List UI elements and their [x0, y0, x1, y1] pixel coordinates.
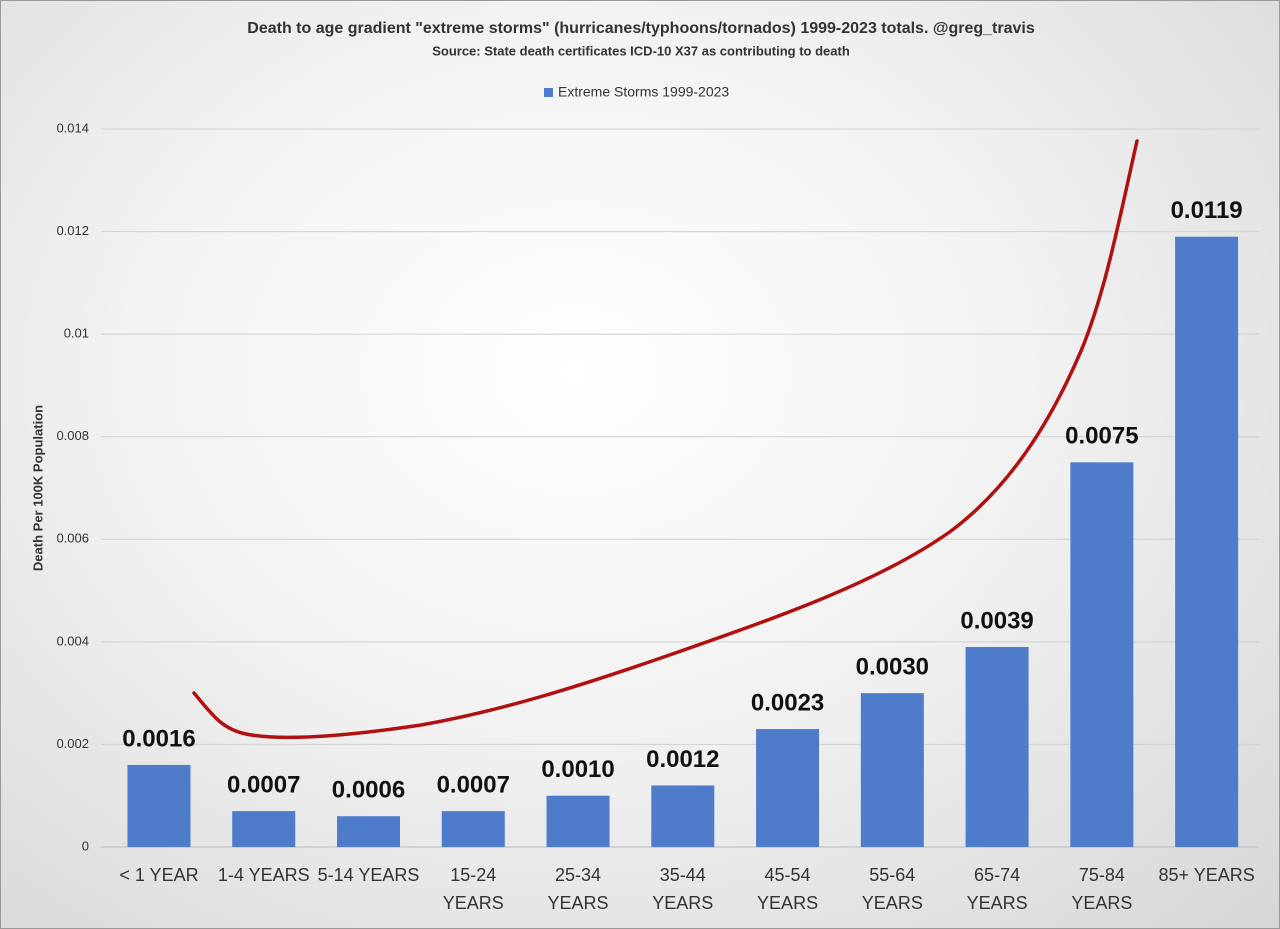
x-tick-label: 45-54 YEARS	[757, 865, 819, 913]
x-tick-label: 15-24 YEARS	[442, 865, 504, 913]
data-label: 0.0007	[227, 771, 300, 798]
bar	[546, 795, 610, 847]
y-tick-label: 0.014	[56, 120, 89, 135]
bar	[1070, 462, 1134, 847]
legend: Extreme Storms 1999-2023	[544, 84, 729, 100]
bar	[441, 811, 505, 847]
bar	[1175, 236, 1239, 847]
x-tick-label: 25-34 YEARS	[547, 865, 609, 913]
bar	[965, 646, 1029, 847]
y-tick-label: 0.006	[56, 531, 89, 546]
bar	[860, 693, 924, 847]
data-label: 0.0030	[856, 653, 929, 680]
grid: 0 0.002 0.004 0.006 0.008 0.01 0.012 0.014	[56, 120, 1259, 853]
chart-subtitle: Source: State death certificates ICD-10 …	[432, 43, 850, 58]
x-tick-label: < 1 YEAR	[119, 865, 199, 885]
y-tick-label: 0	[82, 838, 89, 853]
data-label: 0.0012	[646, 746, 719, 773]
trend-curve	[192, 139, 1139, 740]
legend-swatch	[544, 88, 553, 97]
legend-label: Extreme Storms 1999-2023	[558, 84, 729, 100]
data-label: 0.0010	[541, 756, 614, 783]
x-tick-label: 5-14 YEARS	[317, 865, 420, 885]
y-tick-label: 0.004	[56, 633, 89, 648]
y-tick-label: 0.012	[56, 223, 89, 238]
data-label: 0.0039	[960, 607, 1033, 634]
x-tick-label: 55-64 YEARS	[861, 865, 923, 913]
x-tick-label: 75-84 YEARS	[1071, 865, 1133, 913]
y-axis-label: Death Per 100K Population	[30, 405, 45, 571]
chart-title: Death to age gradient "extreme storms" (…	[247, 20, 1035, 37]
data-label: 0.0006	[332, 777, 405, 804]
y-tick-label: 0.01	[64, 326, 89, 341]
data-label: 0.0119	[1171, 197, 1243, 224]
x-tick-label: 1-4 YEARS	[217, 865, 310, 885]
bar	[651, 785, 715, 847]
bar	[127, 764, 191, 847]
data-label: 0.0007	[437, 771, 510, 798]
bar	[756, 729, 820, 847]
x-tick-label: 35-44 YEARS	[652, 865, 714, 913]
x-tick-label: 65-74 YEARS	[966, 865, 1028, 913]
data-label: 0.0016	[122, 725, 195, 752]
bar	[232, 811, 296, 847]
y-tick-label: 0.008	[56, 428, 89, 443]
y-tick-label: 0.002	[56, 736, 89, 751]
data-label: 0.0075	[1065, 423, 1138, 450]
data-label: 0.0023	[751, 689, 824, 716]
bar	[337, 816, 401, 847]
bars: 0.0016 0.0007 0.0006 0.0007 0.0010 0.0012 0.00…	[122, 197, 1243, 847]
x-tick-label: 85+ YEARS	[1158, 865, 1255, 885]
